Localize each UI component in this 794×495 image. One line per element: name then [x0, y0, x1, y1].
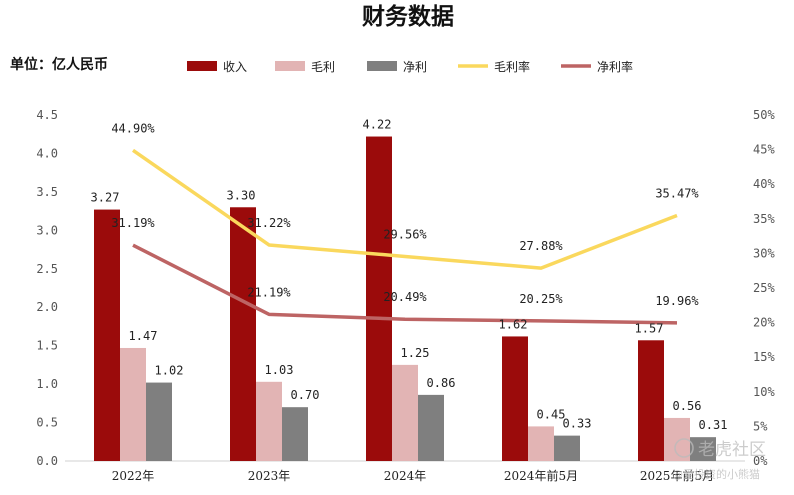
category-label: 2025年前5月	[640, 468, 714, 483]
left-axis-tick: 1.5	[36, 339, 58, 353]
category-label: 2023年	[248, 469, 291, 483]
bar-毛利	[528, 426, 554, 461]
left-axis-tick: 0.0	[36, 454, 58, 468]
legend: 收入 毛利 净利 毛利率 净利率	[187, 59, 633, 74]
right-axis-tick: 20%	[753, 316, 775, 330]
bar-label: 1.47	[129, 329, 158, 343]
bar-收入	[366, 136, 392, 462]
left-axis-tick: 3.0	[36, 223, 58, 237]
bar-label: 0.70	[291, 388, 320, 402]
legend-swatch-毛利	[275, 61, 305, 71]
right-axis-tick: 40%	[753, 177, 775, 191]
right-axis-tick: 25%	[753, 281, 775, 295]
bar-收入	[638, 340, 664, 461]
right-axis: 0% 5% 10% 15% 20% 25% 30% 35% 40% 45% 50%	[753, 108, 775, 468]
left-axis-tick: 4.5	[36, 108, 58, 122]
bar-label: 4.22	[363, 118, 392, 132]
line-label: 29.56%	[383, 227, 427, 241]
bar-收入	[94, 209, 120, 461]
right-axis-tick: 35%	[753, 212, 775, 226]
right-axis-tick: 15%	[753, 350, 775, 364]
bar-毛利	[256, 381, 282, 461]
right-axis-tick: 30%	[753, 246, 775, 260]
bar-净利	[418, 394, 444, 461]
left-axis-tick: 4.0	[36, 146, 58, 160]
watermark-brand: 老虎社区	[698, 440, 766, 460]
bar-label: 1.02	[155, 364, 184, 378]
left-axis-tick: 1.0	[36, 377, 58, 391]
legend-label: 收入	[223, 60, 247, 74]
line-label: 19.96%	[655, 294, 699, 308]
watermark: 老虎社区 @爱投资的小熊猫	[672, 438, 766, 481]
bar-label: 1.03	[265, 363, 294, 377]
right-axis-tick: 10%	[753, 385, 775, 399]
watermark-author: @爱投资的小熊猫	[672, 467, 760, 481]
line-净利率	[132, 243, 678, 325]
right-axis-tick: 45%	[753, 143, 775, 157]
left-axis: 0.0 0.5 1.0 1.5 2.0 2.5 3.0 3.5 4.0 4.5	[36, 108, 58, 468]
line-label: 21.19%	[247, 285, 291, 299]
line-毛利率	[132, 148, 678, 270]
legend-label: 净利	[403, 60, 427, 74]
legend-label: 毛利	[311, 60, 335, 74]
bar-净利	[690, 437, 716, 461]
bar-收入	[502, 336, 528, 461]
bar-毛利	[120, 347, 146, 461]
unit-label: 单位：亿人民币	[10, 56, 108, 73]
legend-label: 净利率	[597, 59, 633, 74]
bar-净利	[554, 435, 580, 461]
chart-title: 财务数据	[362, 4, 454, 30]
legend-swatch-收入	[187, 61, 217, 71]
left-axis-tick: 2.5	[36, 262, 58, 276]
line-label: 27.88%	[519, 239, 563, 253]
data-labels: 3.27 3.30 4.22 1.62 1.57 1.47 1.03 1.25 0.45 0.56…	[91, 118, 728, 433]
bar-label: 0.56	[673, 399, 702, 413]
bar-label: 1.57	[635, 321, 664, 335]
bar-净利	[282, 407, 308, 461]
category-label: 2022年	[112, 469, 155, 483]
lines	[132, 148, 678, 325]
line-label: 20.25%	[519, 292, 563, 306]
line-label: 44.90%	[111, 121, 155, 135]
bar-毛利	[392, 364, 418, 461]
right-axis-tick: 5%	[753, 419, 768, 433]
bar-label: 0.31	[699, 418, 728, 432]
bar-label: 1.62	[499, 317, 528, 331]
category-label: 2024年	[384, 469, 427, 483]
bar-label: 0.33	[563, 417, 592, 431]
line-label: 20.49%	[383, 290, 427, 304]
line-label: 35.47%	[655, 187, 699, 201]
bar-净利	[146, 382, 172, 461]
left-axis-tick: 3.5	[36, 185, 58, 199]
left-axis-tick: 2.0	[36, 300, 58, 314]
bar-收入	[230, 207, 256, 461]
bar-label: 1.25	[401, 346, 430, 360]
line-label: 31.19%	[111, 216, 155, 230]
line-label: 31.22%	[247, 216, 291, 230]
bar-label: 0.45	[537, 407, 566, 421]
bar-label: 3.30	[227, 188, 256, 202]
category-label: 2024年前5月	[504, 468, 578, 483]
right-axis-tick: 0%	[753, 454, 768, 468]
tiger-logo-icon	[674, 438, 694, 458]
bar-label: 0.86	[427, 376, 456, 390]
bars	[94, 136, 716, 462]
legend-label: 毛利率	[494, 59, 530, 74]
right-axis-tick: 50%	[753, 108, 775, 122]
bar-label: 3.27	[91, 191, 120, 205]
category-labels: 2022年 2023年 2024年 2024年前5月 2025年前5月	[112, 468, 714, 483]
left-axis-tick: 0.5	[36, 416, 58, 430]
legend-swatch-净利	[367, 61, 397, 71]
